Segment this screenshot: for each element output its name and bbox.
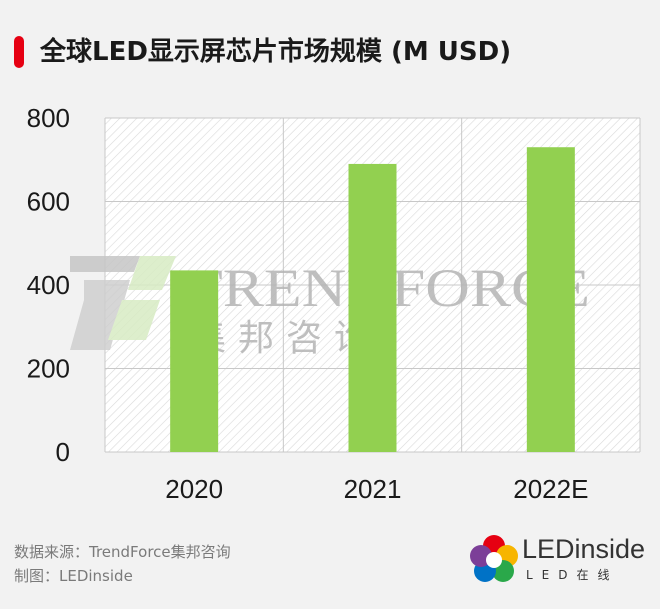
maker-note: 制图：LEDinside bbox=[14, 567, 133, 585]
watermark-brand-cn: 集邦咨询 bbox=[190, 318, 382, 359]
bar-2021 bbox=[348, 163, 397, 453]
chart-title: 全球LED显示屏芯片市场规模 (M USD) bbox=[40, 37, 512, 67]
source-note: 数据来源：TrendForce集邦咨询 bbox=[14, 543, 231, 561]
x-tick-label: 2022E bbox=[513, 474, 588, 504]
logo-name: LEDinside bbox=[522, 534, 646, 564]
y-tick-label: 0 bbox=[56, 437, 70, 467]
bars bbox=[170, 147, 575, 453]
bar-2022E bbox=[526, 147, 575, 452]
logo-subtitle: LED在线 bbox=[526, 568, 619, 582]
y-axis-ticks: 0 200 400 600 800 bbox=[27, 103, 70, 467]
x-axis-ticks: 2020 2021 2022E bbox=[165, 474, 588, 504]
y-tick-label: 400 bbox=[27, 270, 70, 300]
x-tick-label: 2021 bbox=[344, 474, 402, 504]
y-tick-label: 200 bbox=[27, 354, 70, 384]
bar-2020 bbox=[170, 270, 219, 452]
title-accent-bar bbox=[14, 36, 24, 68]
ledinside-logo: LEDinside LED在线 bbox=[470, 532, 650, 586]
y-tick-label: 600 bbox=[27, 187, 70, 217]
x-tick-label: 2020 bbox=[165, 474, 223, 504]
y-tick-label: 800 bbox=[27, 103, 70, 133]
ledinside-flower-icon bbox=[470, 535, 518, 582]
trendforce-logo-icon bbox=[70, 256, 176, 350]
